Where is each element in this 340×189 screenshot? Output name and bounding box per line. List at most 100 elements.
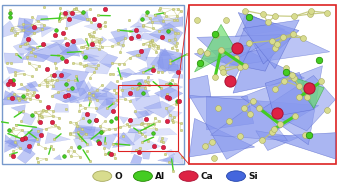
Point (42, 78, 48, 81)
Polygon shape (194, 24, 236, 72)
Point (81, 11, 86, 14)
Point (83, 106, 88, 109)
Point (25, 42, 30, 45)
Point (137, 146, 142, 149)
Point (40, 42, 46, 45)
Text: Ca: Ca (201, 172, 213, 181)
Point (170, 121, 175, 124)
Polygon shape (3, 91, 24, 101)
Polygon shape (206, 96, 254, 130)
Polygon shape (134, 110, 150, 119)
Point (63, 83, 69, 86)
Point (109, 45, 115, 48)
Point (161, 12, 167, 15)
Polygon shape (66, 88, 89, 103)
Point (49, 79, 54, 82)
Point (24, 92, 30, 95)
Polygon shape (40, 24, 55, 37)
Point (67, 133, 72, 136)
Point (173, 102, 178, 105)
Point (146, 76, 151, 79)
Point (114, 99, 120, 102)
Point (303, 133, 308, 136)
Point (79, 45, 84, 48)
Polygon shape (20, 26, 31, 33)
Point (7, 15, 13, 18)
Point (143, 80, 148, 83)
Point (260, 139, 265, 142)
Point (54, 79, 60, 82)
Point (145, 140, 151, 143)
Point (260, 13, 266, 16)
Point (283, 70, 289, 73)
Point (140, 91, 146, 94)
Polygon shape (140, 33, 163, 42)
Point (115, 29, 120, 32)
Point (35, 45, 40, 48)
Point (319, 80, 324, 83)
Point (158, 87, 164, 90)
Point (170, 8, 175, 11)
Point (57, 116, 62, 119)
Point (132, 109, 138, 112)
Point (24, 56, 30, 59)
Point (146, 44, 152, 47)
Polygon shape (84, 22, 99, 31)
Point (50, 94, 55, 97)
Point (81, 45, 86, 48)
Polygon shape (73, 138, 92, 149)
Point (52, 34, 57, 37)
Point (57, 18, 63, 21)
Polygon shape (235, 13, 285, 37)
Point (29, 113, 34, 116)
Point (84, 17, 89, 20)
Point (113, 156, 118, 159)
Polygon shape (89, 91, 101, 99)
Polygon shape (83, 87, 125, 101)
Point (52, 124, 58, 127)
Point (58, 12, 64, 15)
Point (63, 94, 68, 98)
Polygon shape (113, 132, 147, 145)
Polygon shape (265, 72, 314, 116)
Polygon shape (229, 15, 330, 66)
Point (163, 15, 168, 18)
Polygon shape (99, 54, 118, 68)
Point (86, 18, 92, 21)
Point (34, 137, 39, 140)
Point (78, 62, 83, 65)
Polygon shape (17, 83, 38, 91)
Polygon shape (17, 147, 35, 163)
Polygon shape (22, 52, 50, 62)
Polygon shape (266, 133, 335, 159)
Point (324, 108, 329, 112)
Point (176, 7, 181, 10)
Point (153, 128, 159, 131)
Polygon shape (83, 55, 99, 62)
Point (175, 70, 181, 73)
Point (107, 72, 113, 75)
Point (25, 88, 30, 91)
Point (136, 53, 142, 56)
Point (127, 99, 133, 102)
Point (316, 59, 322, 62)
Point (226, 120, 232, 123)
Point (210, 141, 215, 144)
Polygon shape (41, 43, 60, 48)
Point (117, 63, 122, 66)
Point (296, 96, 302, 99)
Point (109, 62, 115, 65)
Polygon shape (78, 129, 101, 136)
Polygon shape (6, 67, 25, 74)
Point (51, 109, 56, 112)
Point (64, 43, 69, 46)
Polygon shape (131, 154, 142, 163)
Polygon shape (101, 36, 107, 44)
Point (272, 88, 278, 91)
Point (136, 82, 141, 85)
Point (117, 126, 123, 129)
Polygon shape (166, 149, 175, 157)
Polygon shape (119, 116, 128, 124)
Point (104, 107, 110, 110)
Point (122, 97, 127, 100)
